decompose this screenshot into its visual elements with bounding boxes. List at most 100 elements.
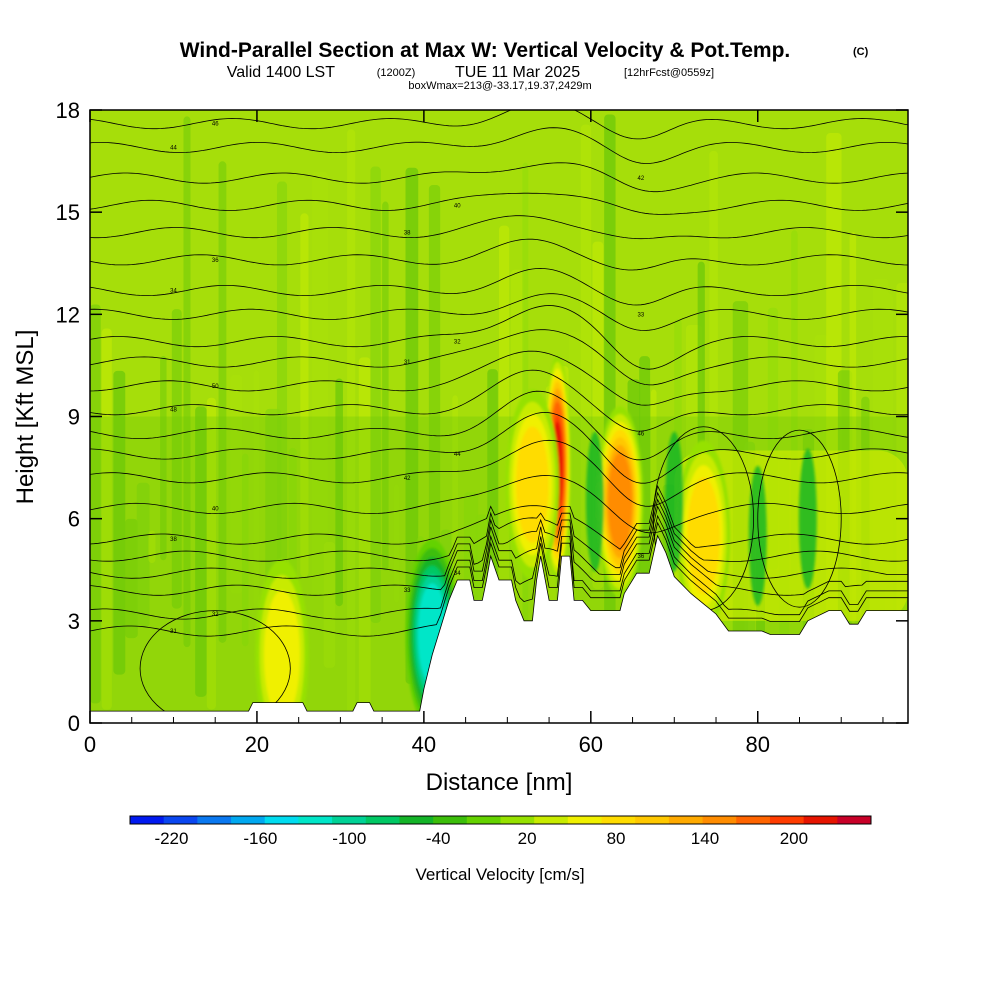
x-tick-label: 0 bbox=[84, 732, 96, 757]
isentrope bbox=[90, 329, 908, 386]
valid-date: TUE 11 Mar 2025 bbox=[455, 64, 580, 81]
colorbar-swatch bbox=[500, 816, 535, 824]
y-tick-label: 0 bbox=[68, 711, 80, 736]
isentrope bbox=[90, 498, 908, 579]
isentrope bbox=[90, 411, 908, 484]
velocity-stripe bbox=[160, 356, 167, 561]
isentrope bbox=[90, 475, 908, 534]
colorbar-swatch bbox=[837, 816, 872, 824]
isentrope-label: 46 bbox=[212, 122, 219, 128]
colorbar-swatch bbox=[668, 816, 704, 824]
colorbar-swatch bbox=[803, 816, 838, 824]
velocity-stripe bbox=[428, 184, 441, 580]
isentrope bbox=[90, 215, 908, 240]
velocity-stripe bbox=[241, 453, 249, 647]
colorbar-tick-label: 200 bbox=[780, 829, 808, 848]
colorbar-swatch bbox=[332, 816, 367, 824]
downdraft-streak bbox=[798, 448, 817, 589]
contour-labels: 31 32 33 34 36 38 40 42 44 46 48 50 31 32 33 34 36 38 40 42… bbox=[170, 122, 645, 635]
velocity-stripe bbox=[101, 328, 112, 710]
colorbar-swatch bbox=[130, 816, 165, 824]
isentrope bbox=[90, 293, 908, 331]
velocity-stripe bbox=[300, 213, 309, 577]
forecast-run: [12hrFcst@0559z] bbox=[624, 67, 714, 79]
y-axis: 0 36 9 12 15 18 bbox=[56, 98, 908, 736]
colorbar-frame bbox=[129, 815, 872, 825]
isentrope-label: 34 bbox=[170, 288, 177, 294]
x-tick-label: 40 bbox=[412, 732, 436, 757]
isentrope-label: 36 bbox=[212, 258, 219, 264]
isentrope-label: 38 bbox=[404, 231, 411, 237]
isentrope bbox=[90, 514, 908, 620]
y-tick-label: 3 bbox=[68, 609, 80, 634]
velocity-layer bbox=[674, 450, 908, 621]
isentrope bbox=[90, 267, 908, 306]
velocity-stripe bbox=[90, 304, 101, 704]
velocity-stripe bbox=[335, 378, 343, 607]
x-tick-label: 20 bbox=[245, 732, 269, 757]
velocity-stripe bbox=[358, 357, 371, 708]
colorbar-tick-label: -160 bbox=[243, 829, 277, 848]
velocity-stripe bbox=[218, 161, 227, 643]
isentrope-label: 38 bbox=[170, 537, 177, 543]
colorbar bbox=[129, 815, 872, 825]
velocity-stripe bbox=[347, 129, 356, 722]
y-tick-label: 9 bbox=[68, 405, 80, 430]
isentrope bbox=[90, 369, 908, 432]
colorbar-swatch bbox=[163, 816, 198, 824]
isentrope bbox=[90, 192, 908, 215]
colorbar-tick-label: -40 bbox=[426, 829, 451, 848]
x-axis: 0 20 40 60 80 bbox=[84, 110, 884, 757]
isentrope-label: 31 bbox=[404, 360, 411, 366]
colorbar-tick-label: 140 bbox=[691, 829, 719, 848]
isentrope-label: 33 bbox=[404, 588, 411, 594]
velocity-stripe bbox=[136, 482, 150, 628]
colorbar-swatch bbox=[534, 816, 569, 824]
potential-temperature-contours bbox=[90, 110, 908, 723]
y-tick-label: 18 bbox=[56, 98, 80, 123]
isentrope-label: 46 bbox=[638, 432, 645, 438]
isentrope bbox=[90, 162, 908, 193]
y-tick-label: 15 bbox=[56, 200, 80, 225]
isentrope bbox=[90, 305, 908, 370]
terrain-mask bbox=[90, 534, 908, 723]
closed-contour bbox=[757, 429, 842, 608]
isentrope-label: 50 bbox=[212, 384, 219, 390]
isentrope-label: 40 bbox=[212, 506, 219, 512]
colorbar-swatch bbox=[567, 816, 603, 824]
valid-zulu: (1200Z) bbox=[377, 67, 416, 79]
colorbar-tick-label: 20 bbox=[518, 829, 537, 848]
colorbar-swatch bbox=[736, 816, 771, 824]
vertical-velocity-core bbox=[690, 489, 717, 582]
colorbar-tick-label: 80 bbox=[607, 829, 626, 848]
colorbar-swatch bbox=[466, 816, 501, 824]
isentrope bbox=[90, 350, 908, 406]
isentrope-label: 42 bbox=[404, 476, 411, 482]
velocity-stripe bbox=[370, 166, 381, 623]
isentrope bbox=[90, 439, 908, 507]
box-wmax: boxWmax=213@-33.17,19.37,2429m bbox=[408, 80, 591, 92]
isentrope bbox=[90, 238, 908, 271]
closed-contour bbox=[139, 610, 291, 723]
colorbar-swatch bbox=[197, 816, 232, 824]
colorbar-swatch bbox=[298, 816, 333, 824]
colorbar-label: Vertical Velocity [cm/s] bbox=[415, 865, 584, 884]
colorbar-swatch bbox=[231, 816, 266, 824]
colorbar-tick-label: -220 bbox=[154, 829, 188, 848]
downdraft-streak bbox=[665, 431, 684, 572]
colorbar-swatch bbox=[399, 816, 434, 824]
isentrope-label: 48 bbox=[170, 408, 177, 414]
isentrope-label: 42 bbox=[638, 176, 645, 182]
velocity-stripe bbox=[288, 447, 297, 597]
isentrope-label: 44 bbox=[454, 452, 461, 458]
isentrope bbox=[90, 127, 908, 164]
colorbar-swatch bbox=[769, 816, 805, 824]
velocity-stripe bbox=[276, 181, 288, 647]
y-tick-label: 12 bbox=[56, 302, 80, 327]
isentrope-label: 44 bbox=[170, 145, 177, 151]
colorbar-ticks: -220 -160 -100 -40 20 80 140 200 bbox=[154, 829, 808, 848]
isentrope-label: 40 bbox=[454, 203, 461, 209]
velocity-stripe bbox=[113, 370, 126, 675]
isentrope-label: 31 bbox=[170, 629, 177, 635]
